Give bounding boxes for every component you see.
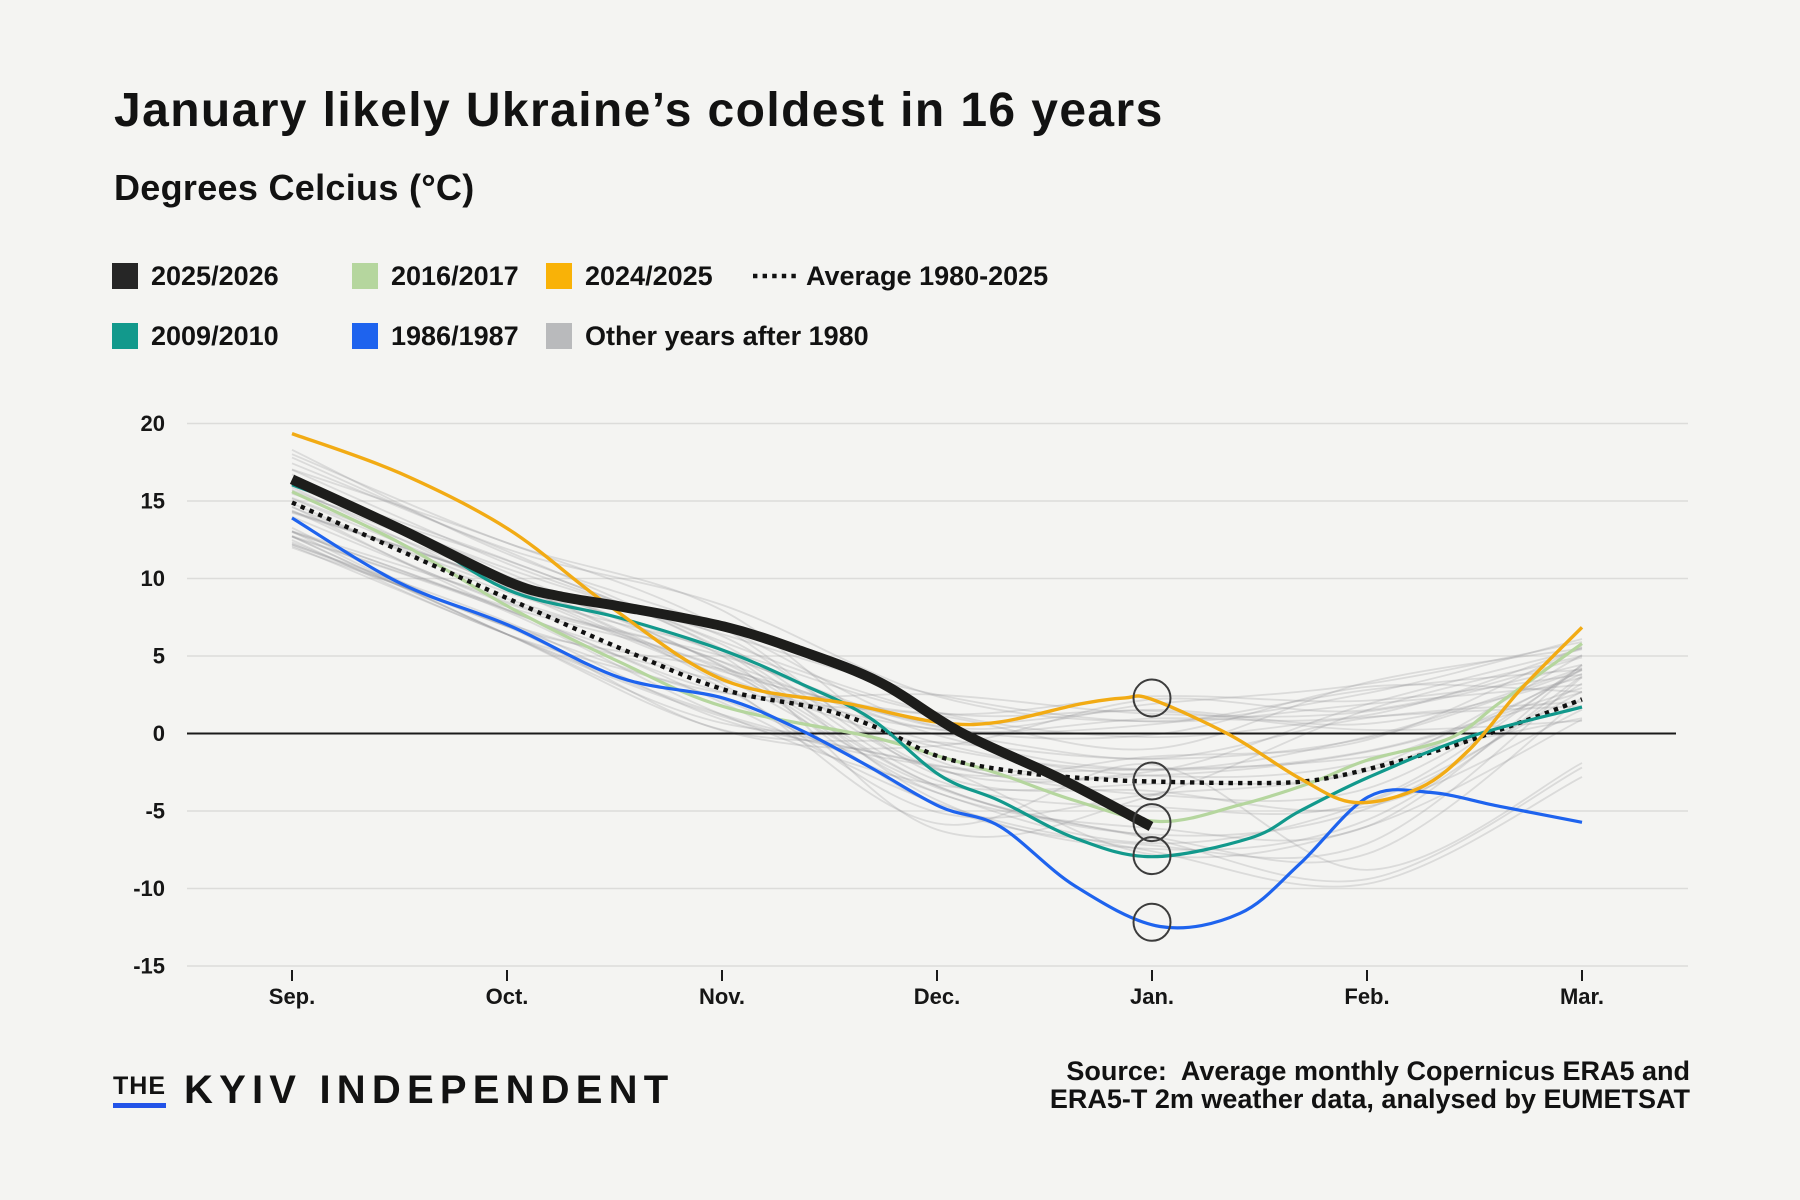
svg-text:Mar.: Mar.	[1560, 984, 1604, 1009]
svg-text:-15: -15	[133, 954, 165, 979]
svg-text:0: 0	[153, 721, 165, 746]
svg-text:-10: -10	[133, 876, 165, 901]
svg-text:5: 5	[153, 644, 165, 669]
svg-text:Jan.: Jan.	[1130, 984, 1174, 1009]
svg-text:Oct.: Oct.	[486, 984, 529, 1009]
svg-text:15: 15	[141, 489, 165, 514]
svg-text:10: 10	[141, 566, 165, 591]
svg-text:Dec.: Dec.	[914, 984, 960, 1009]
svg-text:20: 20	[141, 411, 165, 436]
svg-text:Sep.: Sep.	[269, 984, 315, 1009]
svg-text:Nov.: Nov.	[699, 984, 745, 1009]
svg-text:Feb.: Feb.	[1344, 984, 1389, 1009]
svg-text:-5: -5	[145, 799, 165, 824]
